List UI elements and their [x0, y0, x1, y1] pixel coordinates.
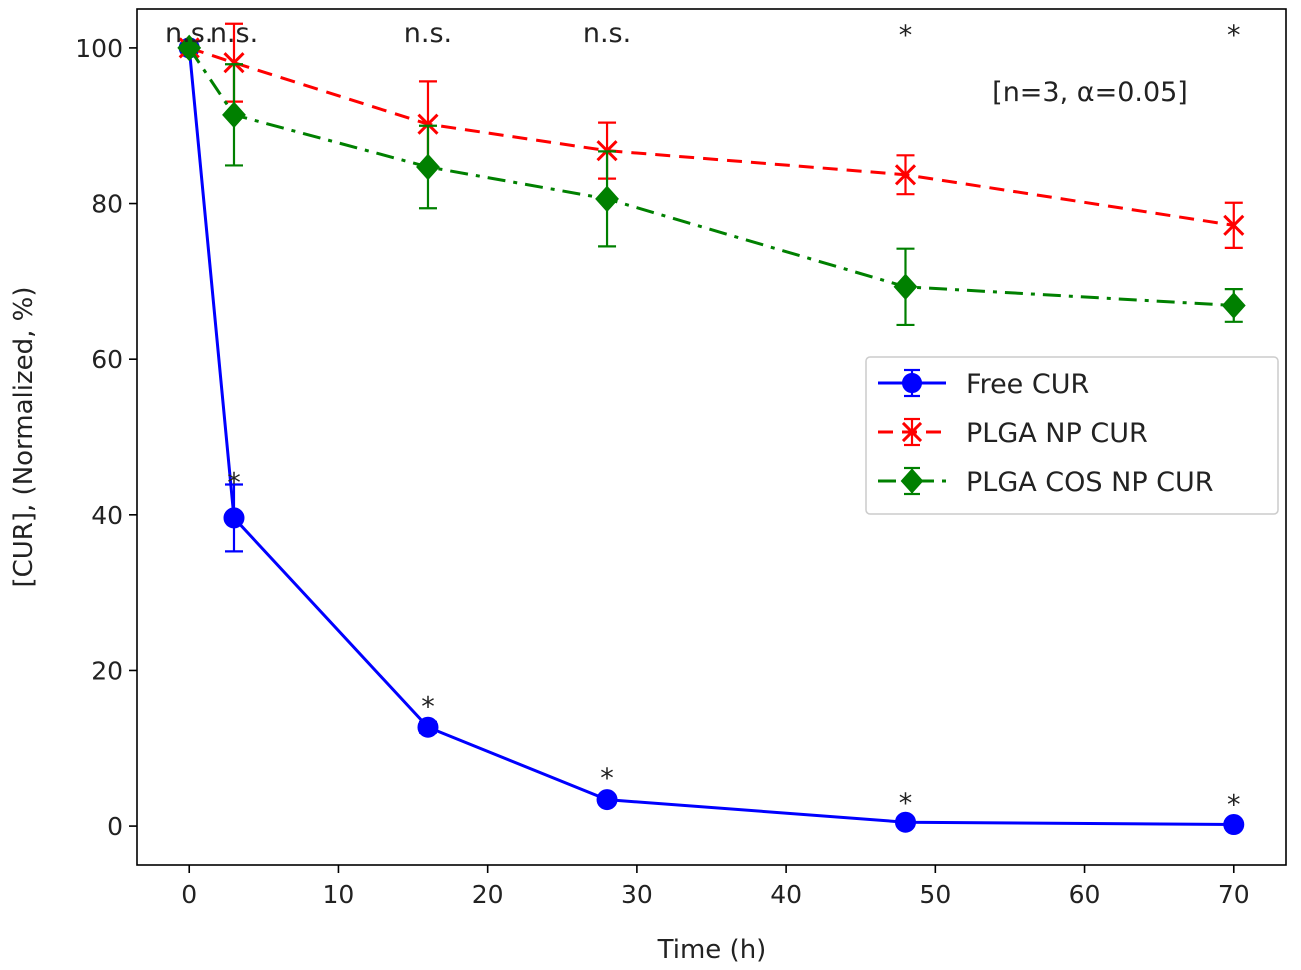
- series-line: [187, 47, 1234, 827]
- y-axis: 0 20 40 60 80 100: [75, 34, 137, 841]
- legend-label: PLGA COS NP CUR: [966, 467, 1214, 498]
- series-3: [177, 34, 1246, 327]
- significance-label: *: [899, 20, 913, 51]
- stats-note: [n=3, α=0.05]: [992, 77, 1188, 108]
- y-tick-label: 60: [91, 345, 123, 374]
- legend: Free CUR PLGA NP CUR PLGA COS NP CUR: [865, 356, 1279, 515]
- legend-entry: Free CUR: [878, 368, 1089, 400]
- x-tick-label: 0: [181, 880, 197, 909]
- series-2: [178, 22, 1245, 250]
- data-point: [177, 34, 202, 62]
- x-axis: 0 10 20 30 40 50 60 70: [181, 865, 1250, 909]
- series-layer: [177, 22, 1246, 836]
- significance-label: *: [227, 467, 241, 498]
- legend-label: Free CUR: [966, 369, 1089, 400]
- y-tick-label: 100: [75, 34, 123, 63]
- data-point: [893, 273, 918, 301]
- data-point: [894, 164, 917, 186]
- data-point: [595, 185, 619, 213]
- legend-box: [865, 356, 1279, 515]
- significance-label: n.s.: [583, 18, 631, 49]
- legend-entry: PLGA NP CUR: [878, 417, 1148, 449]
- data-point: [222, 101, 246, 129]
- significance-label: n.s.: [165, 18, 213, 49]
- x-axis-label: Time (h): [657, 935, 767, 965]
- data-point: [1223, 814, 1245, 836]
- annotations: [n=3, α=0.05] n.s.n.s. n.s. n.s. * ***** *: [165, 18, 1240, 821]
- significance-label: n.s.: [404, 18, 452, 49]
- x-tick-label: 70: [1218, 880, 1250, 909]
- legend-marker: [901, 421, 923, 443]
- significance-label: *: [1227, 790, 1241, 821]
- significance-label: *: [899, 788, 913, 819]
- legend-entry: PLGA COS NP CUR: [878, 466, 1214, 498]
- data-point: [1223, 214, 1245, 236]
- data-point: [223, 507, 245, 529]
- significance-label: *: [1227, 20, 1241, 51]
- y-axis-label: [CUR], (Normalized, %): [9, 286, 39, 587]
- data-point: [223, 52, 245, 74]
- data-point: [1221, 292, 1246, 319]
- series-line: [187, 47, 1234, 307]
- data-point: [596, 789, 618, 811]
- legend-marker: [900, 468, 924, 494]
- x-tick-label: 60: [1069, 880, 1101, 909]
- data-point: [416, 153, 440, 181]
- y-tick-label: 80: [91, 190, 123, 219]
- significance-label: *: [600, 763, 614, 794]
- data-point: [417, 113, 439, 135]
- series-line: [188, 46, 1235, 227]
- data-point: [894, 811, 916, 833]
- x-tick-label: 50: [919, 880, 951, 909]
- legend-marker: [902, 373, 922, 393]
- y-tick-label: 40: [91, 501, 123, 530]
- significance-label: *: [421, 692, 435, 723]
- significance-label: n.s.: [210, 18, 258, 49]
- x-tick-label: 20: [472, 880, 504, 909]
- legend-label: PLGA NP CUR: [966, 418, 1148, 449]
- y-tick-label: 20: [91, 656, 123, 685]
- y-tick-label: 0: [107, 812, 123, 841]
- data-point: [417, 716, 439, 738]
- x-tick-label: 30: [621, 880, 653, 909]
- x-tick-label: 10: [323, 880, 355, 909]
- x-tick-label: 40: [770, 880, 802, 909]
